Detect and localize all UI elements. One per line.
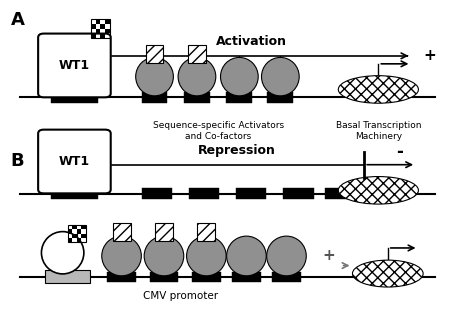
Bar (192, 272, 220, 282)
Bar (197, 223, 215, 241)
Bar (45, 270, 90, 283)
Ellipse shape (220, 57, 258, 96)
Bar (142, 92, 167, 103)
Bar (91, 19, 110, 38)
Bar (184, 92, 210, 103)
Bar (108, 272, 136, 282)
Text: +: + (423, 48, 436, 63)
Bar (73, 224, 77, 229)
Ellipse shape (338, 76, 419, 103)
Bar (189, 188, 219, 199)
Ellipse shape (41, 232, 84, 274)
Bar (283, 188, 314, 199)
Bar (150, 272, 178, 282)
Ellipse shape (144, 236, 184, 276)
Text: WT1: WT1 (59, 155, 90, 168)
Bar (96, 29, 100, 33)
Bar (100, 24, 105, 29)
FancyBboxPatch shape (38, 130, 111, 193)
Bar (77, 238, 81, 243)
Ellipse shape (262, 57, 299, 96)
Bar (77, 229, 81, 234)
Text: Basal Transcription
Machinery: Basal Transcription Machinery (336, 121, 421, 141)
Ellipse shape (267, 236, 306, 276)
Bar (155, 223, 173, 241)
Text: Repression: Repression (198, 144, 276, 157)
Bar (51, 92, 98, 103)
Text: Sequence-specific Activators
and Co-factors: Sequence-specific Activators and Co-fact… (153, 121, 284, 141)
Bar (96, 19, 100, 24)
Ellipse shape (338, 177, 419, 204)
Text: CMV promoter: CMV promoter (143, 291, 218, 301)
Bar (91, 33, 96, 38)
Bar (232, 272, 261, 282)
Bar (105, 29, 110, 33)
Text: B: B (11, 152, 25, 170)
Text: WT1: WT1 (59, 59, 90, 72)
Bar (73, 234, 77, 238)
Bar (267, 92, 293, 103)
Bar (105, 19, 110, 24)
Bar (51, 188, 98, 199)
Bar (142, 188, 172, 199)
Bar (273, 272, 301, 282)
Bar (91, 24, 96, 29)
Bar (146, 45, 164, 63)
Text: Activation: Activation (216, 35, 287, 48)
Bar (68, 238, 73, 243)
Ellipse shape (102, 236, 141, 276)
Bar (325, 188, 356, 199)
Bar (81, 234, 86, 238)
FancyBboxPatch shape (38, 34, 111, 97)
Ellipse shape (187, 236, 226, 276)
Bar (236, 188, 266, 199)
Bar (81, 224, 86, 229)
Bar (227, 92, 252, 103)
Bar (100, 33, 105, 38)
Ellipse shape (136, 57, 173, 96)
Bar (68, 229, 73, 234)
Bar (188, 45, 206, 63)
Bar (68, 224, 86, 243)
Ellipse shape (353, 260, 423, 287)
Text: -: - (396, 143, 403, 161)
Ellipse shape (227, 236, 266, 276)
Ellipse shape (178, 57, 216, 96)
Text: A: A (11, 11, 25, 29)
Bar (113, 223, 130, 241)
Text: +: + (322, 248, 335, 264)
